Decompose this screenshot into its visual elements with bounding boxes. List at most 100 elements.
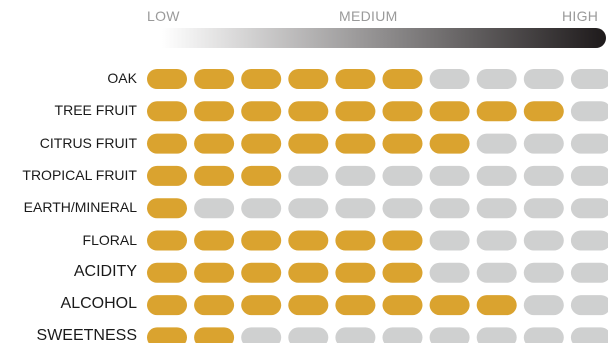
level-dot-filled — [147, 230, 187, 251]
level-dot-empty — [523, 230, 564, 251]
level-dot-empty — [570, 133, 608, 154]
row-label: FLORAL — [82, 231, 137, 248]
level-dot-filled — [335, 133, 376, 154]
level-dot-filled — [476, 295, 517, 316]
level-dot-empty — [570, 295, 608, 316]
level-dot-filled — [147, 327, 187, 343]
scale-gradient-bar — [162, 28, 606, 48]
level-dot-filled — [241, 133, 282, 154]
level-dot-filled — [147, 101, 187, 122]
row-label: SWEETNESS — [36, 327, 137, 345]
level-dot-filled — [335, 101, 376, 122]
level-dot-empty — [570, 165, 608, 186]
level-dot-filled — [194, 295, 235, 316]
row-label: ALCOHOL — [60, 295, 137, 313]
level-dot-filled — [241, 295, 282, 316]
level-dot-empty — [523, 165, 564, 186]
level-dot-filled — [382, 262, 423, 283]
level-dot-filled — [194, 133, 235, 154]
level-dot-filled — [194, 165, 235, 186]
level-dot-filled — [382, 230, 423, 251]
level-dot-empty — [241, 198, 282, 219]
level-dot-empty — [382, 327, 423, 343]
level-dot-empty — [570, 69, 608, 89]
level-dot-empty — [429, 69, 470, 89]
level-dot-empty — [476, 198, 517, 219]
level-dot-empty — [194, 198, 235, 219]
level-dot-filled — [194, 69, 235, 89]
level-dot-empty — [429, 262, 470, 283]
level-dot-filled — [382, 69, 423, 89]
row-label: CITRUS FRUIT — [39, 134, 137, 151]
level-dot-filled — [147, 69, 187, 89]
level-dot-empty — [335, 198, 376, 219]
level-dot-filled — [288, 295, 329, 316]
level-dot-filled — [241, 262, 282, 283]
level-dot-empty — [476, 230, 517, 251]
level-dot-filled — [335, 262, 376, 283]
level-dot-filled — [241, 101, 282, 122]
level-dot-empty — [523, 133, 564, 154]
level-dot-empty — [288, 165, 329, 186]
level-dot-empty — [335, 327, 376, 343]
level-dot-filled — [429, 295, 470, 316]
level-dot-filled — [288, 101, 329, 122]
level-dot-filled — [194, 101, 235, 122]
level-dot-empty — [523, 69, 564, 89]
level-dot-filled — [288, 262, 329, 283]
level-dot-empty — [288, 198, 329, 219]
level-dot-filled — [335, 230, 376, 251]
row-label: ACIDITY — [73, 262, 137, 280]
level-dot-filled — [194, 262, 235, 283]
level-dot-filled — [147, 133, 187, 154]
level-dot-filled — [194, 327, 235, 343]
scale-low-label: LOW — [147, 8, 180, 24]
level-dot-filled — [382, 101, 423, 122]
level-dot-filled — [241, 69, 282, 89]
level-dot-empty — [429, 230, 470, 251]
scale-medium-label: MEDIUM — [339, 8, 398, 24]
level-dot-empty — [570, 198, 608, 219]
level-dot-empty — [382, 165, 423, 186]
level-dot-filled — [335, 69, 376, 89]
level-dot-filled — [382, 133, 423, 154]
level-dot-empty — [476, 262, 517, 283]
level-dot-filled — [147, 295, 187, 316]
level-dot-empty — [570, 262, 608, 283]
row-label: OAK — [107, 70, 137, 86]
level-dot-filled — [194, 230, 235, 251]
level-dot-filled — [147, 198, 187, 219]
level-dot-empty — [523, 198, 564, 219]
level-dot-empty — [476, 165, 517, 186]
level-dot-filled — [241, 165, 282, 186]
level-dot-filled — [147, 262, 187, 283]
level-dot-filled — [241, 230, 282, 251]
level-dot-empty — [476, 327, 517, 343]
level-dot-empty — [570, 101, 608, 122]
level-dot-filled — [523, 101, 564, 122]
level-dot-filled — [335, 295, 376, 316]
level-dot-filled — [382, 295, 423, 316]
level-dot-empty — [288, 327, 329, 343]
level-dot-filled — [288, 133, 329, 154]
level-dot-empty — [523, 262, 564, 283]
scale-high-label: HIGH — [562, 8, 599, 24]
level-dot-empty — [523, 295, 564, 316]
level-dot-empty — [429, 165, 470, 186]
level-dot-filled — [429, 133, 470, 154]
level-dot-empty — [429, 198, 470, 219]
row-label: TREE FRUIT — [54, 102, 137, 119]
level-dot-empty — [335, 165, 376, 186]
level-dot-empty — [429, 327, 470, 343]
level-dot-filled — [288, 69, 329, 89]
level-dot-empty — [476, 69, 517, 89]
level-dot-empty — [523, 327, 564, 343]
level-dot-filled — [288, 230, 329, 251]
level-dot-empty — [382, 198, 423, 219]
row-label: EARTH/MINERAL — [23, 199, 137, 216]
level-dot-filled — [147, 165, 187, 186]
level-dot-empty — [570, 327, 608, 343]
level-dot-filled — [429, 101, 470, 122]
row-label: TROPICAL FRUIT — [22, 166, 137, 183]
